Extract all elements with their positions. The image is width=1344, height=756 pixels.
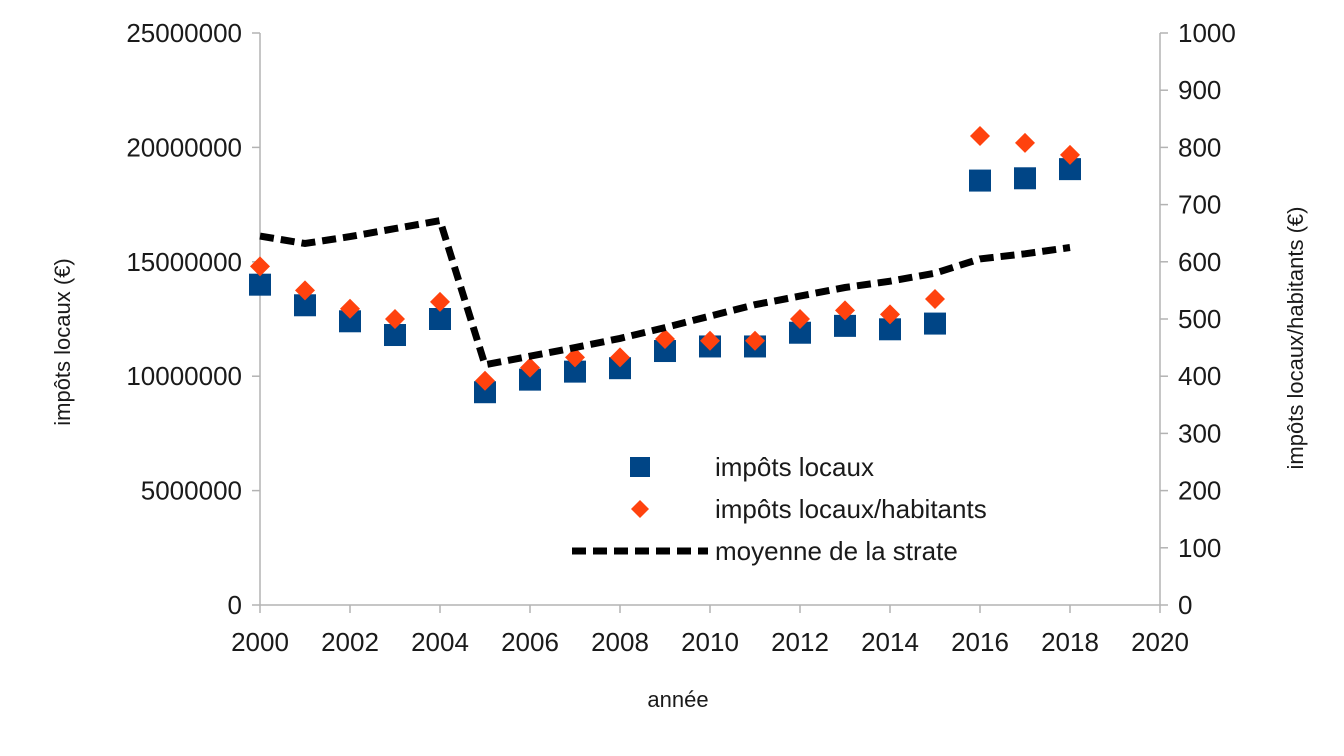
x-tick-label: 2000 [231, 627, 289, 657]
point-impots-habitants [520, 357, 540, 378]
y-right-tick-label: 100 [1178, 533, 1221, 563]
point-impots-habitants [925, 288, 945, 309]
x-tick-label: 2002 [321, 627, 379, 657]
series-line-moyenne [259, 216, 1071, 369]
point-impots-locaux [384, 324, 406, 347]
point-impots-habitants [835, 300, 855, 321]
y-right-tick-label: 200 [1178, 476, 1221, 506]
point-impots-habitants [295, 280, 315, 301]
y-left-tick-label: 5000000 [141, 476, 242, 506]
x-tick-label: 2004 [411, 627, 469, 657]
y-right-tick-label: 800 [1178, 132, 1221, 162]
x-tick-label: 2014 [861, 627, 919, 657]
point-impots-habitants [565, 347, 585, 368]
point-impots-habitants [385, 309, 405, 329]
legend-marker-square [630, 457, 650, 477]
point-impots-habitants [340, 298, 360, 319]
point-impots-locaux [249, 273, 271, 296]
axes: 0 5000000 10000000 15000000 20000000 25000000… [126, 18, 1236, 657]
point-impots-locaux [879, 318, 901, 341]
point-impots-habitants [655, 329, 675, 350]
point-impots-locaux [609, 357, 631, 380]
point-impots-locaux [1014, 167, 1036, 190]
point-impots-habitants [430, 291, 450, 312]
x-tick-label: 2020 [1131, 627, 1189, 657]
legend-label: impôts locaux [715, 452, 874, 482]
y-right-tick-label: 600 [1178, 247, 1221, 277]
y-left-tick-label: 10000000 [126, 361, 242, 391]
point-impots-locaux [969, 169, 991, 192]
y-axis-right-title: impôts locaux/habitants (€) [1283, 207, 1308, 470]
y-left-tick-label: 15000000 [126, 247, 242, 277]
point-impots-locaux [474, 381, 496, 404]
x-tick-label: 2018 [1041, 627, 1099, 657]
point-impots-locaux [924, 312, 946, 335]
x-tick-label: 2016 [951, 627, 1009, 657]
point-impots-locaux [429, 308, 451, 330]
point-impots-locaux [834, 314, 856, 337]
point-impots-habitants [700, 330, 720, 351]
point-impots-habitants [250, 256, 270, 277]
point-impots-habitants [610, 347, 630, 368]
point-impots-locaux [789, 321, 811, 344]
y-axis-left-title: impôts locaux (€) [50, 258, 75, 426]
point-impots-locaux [294, 294, 316, 317]
y-left-tick-label: 20000000 [126, 132, 242, 162]
point-impots-habitants [880, 304, 900, 325]
point-impots-locaux [654, 340, 676, 363]
point-impots-locaux [1059, 158, 1081, 181]
point-impots-habitants [970, 125, 990, 146]
x-tick-label: 2010 [681, 627, 739, 657]
point-impots-habitants [1060, 144, 1080, 165]
x-tick-label: 2012 [771, 627, 829, 657]
point-impots-habitants [790, 309, 810, 329]
point-impots-locaux [564, 360, 586, 383]
point-impots-habitants [745, 330, 765, 351]
y-right-tick-label: 0 [1178, 590, 1192, 620]
y-right-tick-label: 300 [1178, 418, 1221, 448]
x-tick-label: 2006 [501, 627, 559, 657]
x-tick-label: 2008 [591, 627, 649, 657]
legend: impôts locaux impôts locaux/habitants moye… [572, 452, 987, 566]
y-right-tick-label: 1000 [1178, 18, 1236, 48]
legend-label: moyenne de la strate [715, 536, 958, 566]
point-impots-habitants [1015, 132, 1035, 153]
y-left-tick-label: 0 [228, 590, 242, 620]
legend-label: impôts locaux/habitants [715, 494, 987, 524]
point-impots-habitants [475, 370, 495, 391]
y-right-tick-label: 900 [1178, 75, 1221, 105]
y-left-tick-label: 25000000 [126, 18, 242, 48]
point-impots-locaux [339, 310, 361, 333]
plot-area [249, 125, 1081, 404]
point-impots-locaux [519, 368, 541, 391]
legend-marker-diamond [631, 500, 649, 518]
x-axis-title: année [647, 687, 708, 712]
y-right-tick-label: 700 [1178, 190, 1221, 220]
y-right-tick-label: 400 [1178, 361, 1221, 391]
y-right-tick-label: 500 [1178, 304, 1221, 334]
